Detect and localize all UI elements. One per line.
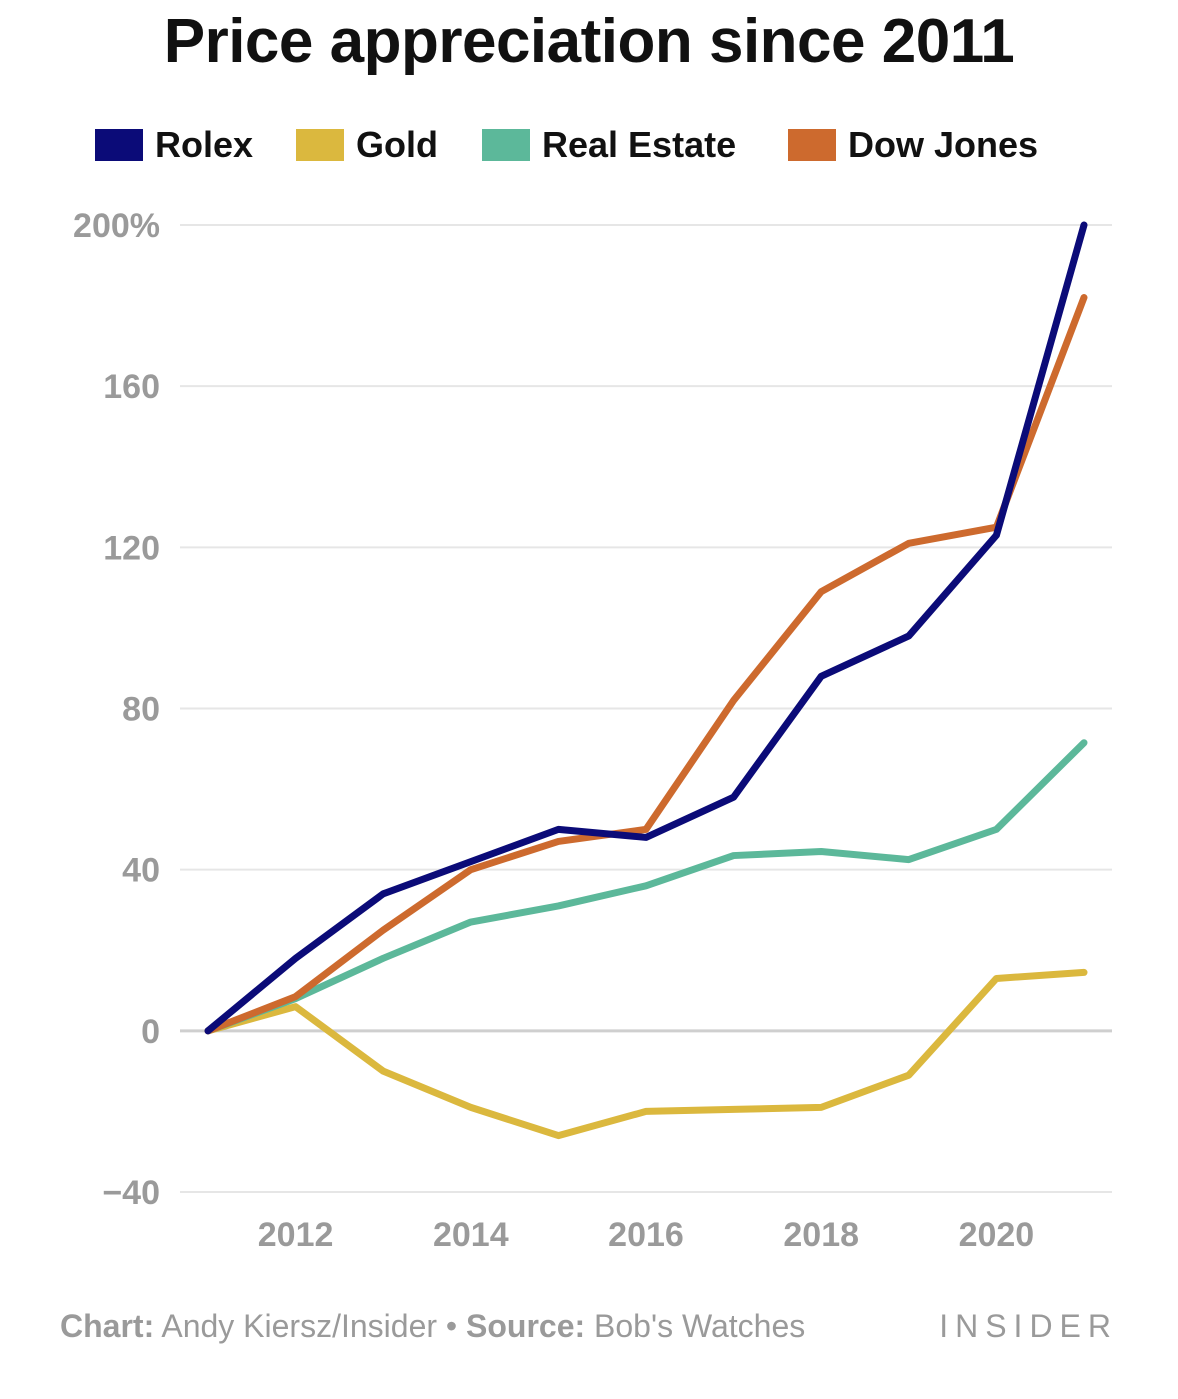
y-tick-label: −40 xyxy=(102,1174,160,1212)
x-tick-label: 2014 xyxy=(433,1216,509,1254)
legend-label-gold: Gold xyxy=(356,124,438,165)
x-tick-label: 2016 xyxy=(608,1216,684,1254)
series-line-dow-jones xyxy=(204,294,1088,1035)
footer-separator: • xyxy=(445,1308,458,1344)
legend-label-rolex: Rolex xyxy=(155,124,254,165)
legend-swatch-rolex xyxy=(95,129,143,161)
y-tick-label: 80 xyxy=(122,691,160,729)
y-tick-label: 0 xyxy=(141,1013,160,1051)
y-tick-label: 200% xyxy=(73,207,160,245)
legend-swatch-real-estate xyxy=(482,129,530,161)
legend-label-real-estate: Real Estate xyxy=(542,124,737,165)
legend-label-dow-jones: Dow Jones xyxy=(848,124,1039,165)
legend-swatch-gold xyxy=(296,129,344,161)
legend-swatch-dow-jones xyxy=(788,129,836,161)
series-line-gold xyxy=(204,968,1088,1140)
x-tick-label: 2018 xyxy=(783,1216,859,1254)
footer-credits: Chart: Andy Kiersz/Insider • Source: Bob… xyxy=(60,1308,805,1345)
chart-title: Price appreciation since 2011 xyxy=(163,7,1015,76)
legend-item-rolex: Rolex xyxy=(95,124,253,166)
y-tick-label: 40 xyxy=(122,852,160,890)
legend: Rolex Gold Real Estate Dow Jones xyxy=(0,124,1178,174)
y-tick-label: 120 xyxy=(103,529,160,567)
footer-chart-label: Chart: xyxy=(60,1308,155,1344)
insider-logo: INSIDER xyxy=(939,1308,1118,1344)
footer-source: Bob's Watches xyxy=(594,1308,806,1344)
series-line-rolex xyxy=(204,221,1088,1035)
legend-item-real-estate: Real Estate xyxy=(482,124,736,166)
legend-item-gold: Gold xyxy=(296,124,438,166)
legend-item-dow-jones: Dow Jones xyxy=(788,124,1038,166)
y-tick-label: 160 xyxy=(103,368,160,406)
series-line-real-estate xyxy=(204,739,1088,1035)
footer-chart-credit: Andy Kiersz/Insider xyxy=(161,1308,438,1344)
line-chart: 200% 160 120 80 40 0 −40 2012 2014 2016 2018 2020 xyxy=(73,207,1112,1254)
footer-source-label: Source: xyxy=(466,1308,586,1344)
x-tick-label: 2012 xyxy=(258,1216,334,1254)
x-tick-label: 2020 xyxy=(959,1216,1035,1254)
